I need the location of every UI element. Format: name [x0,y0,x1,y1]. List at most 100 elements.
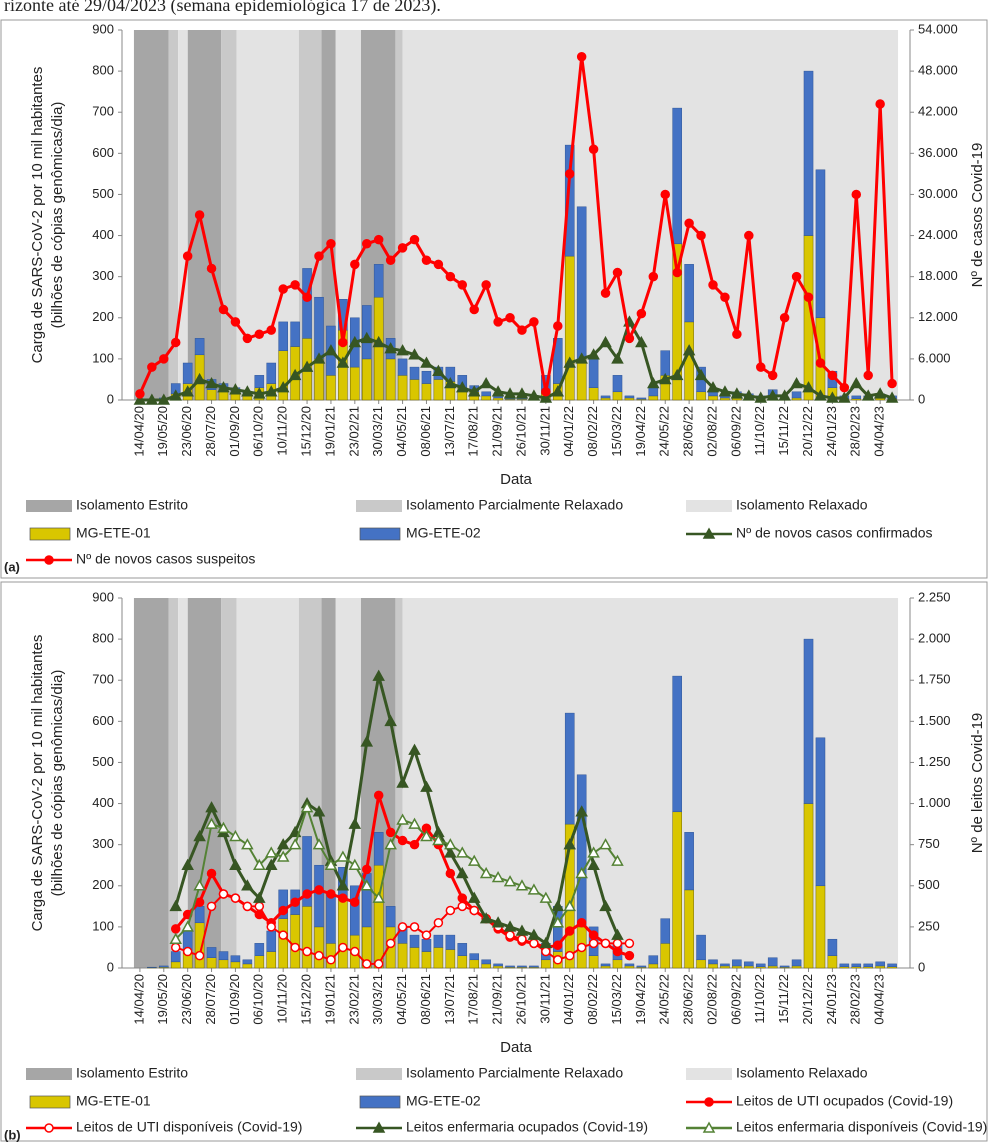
bar [397,358,408,376]
bar [541,959,551,969]
bar [636,397,647,400]
line-marker [467,385,481,397]
line-marker [791,271,802,282]
x-tick-label: 13/07/21 [442,406,457,457]
bar [624,963,635,967]
line-marker [479,866,493,879]
x-tick-label: 28/06/22 [681,406,696,457]
bar [326,893,336,944]
line-marker [505,313,515,323]
line-marker [397,835,408,846]
period-band [236,30,299,400]
line-marker [253,387,266,399]
line-marker [767,370,778,381]
y2-tick-label: 36.000 [918,145,958,160]
bar [553,338,563,384]
x-tick-label: 04/05/21 [394,406,409,457]
bar [564,712,575,825]
line-marker [851,189,862,200]
period-band [395,30,403,400]
line-marker [348,335,362,348]
line-marker [469,304,479,315]
line-marker [503,920,517,932]
line-marker [276,838,290,850]
line-marker [181,385,194,397]
line-marker [802,381,815,393]
line-marker [278,284,288,294]
line-marker [348,817,362,829]
bar [851,963,862,968]
line-marker [385,255,396,265]
line-marker [636,308,647,319]
line-marker [276,850,290,862]
line-marker [875,99,885,109]
y-tick-label: 300 [92,836,114,851]
x-tick-label: 06/10/20 [251,406,266,457]
line-marker [587,348,600,360]
line-marker [600,938,611,949]
line-marker [553,955,563,965]
legend-swatch [26,500,72,512]
x-tick-label: 24/05/22 [657,406,672,457]
bar [182,362,193,384]
bar [326,375,336,401]
legend-swatch [686,500,732,512]
bar [397,943,408,969]
bar [815,169,826,319]
line-marker [241,385,254,397]
x-tick-label: 24/01/23 [824,406,839,457]
x-tick-label: 23/02/21 [346,974,361,1025]
line-marker [373,234,384,245]
line-marker [229,829,242,842]
bar [803,803,814,969]
bar [350,366,360,401]
bar [636,965,647,968]
line-marker [564,169,575,179]
bar [648,963,659,969]
x-tick-label: 20/12/22 [800,406,815,457]
x-tick-label: 01/09/20 [227,406,242,457]
y-tick-label: 100 [92,918,114,933]
x-tick-label: 08/02/22 [585,974,600,1025]
bar [170,951,181,963]
bar [206,957,217,969]
line-marker [708,280,718,290]
line-marker [503,875,517,887]
line-marker [694,368,708,381]
line-marker [276,381,290,393]
x-tick-label: 02/08/22 [704,406,719,457]
line-marker [563,899,577,912]
panel-frame [0,581,988,1142]
line-marker [588,144,599,154]
bar [696,959,706,969]
legend-swatch [26,1068,72,1080]
line-marker [599,838,612,850]
line-marker [635,335,648,348]
line-marker [408,348,421,360]
line-marker [360,331,374,344]
line-marker [564,950,575,961]
line-marker [539,391,553,403]
bar [278,321,288,351]
line-marker [420,829,433,842]
line-marker [515,879,529,891]
line-marker [803,292,814,302]
x-tick-label: 01/09/20 [227,974,242,1025]
bar [314,358,324,401]
bar [588,387,599,401]
legend-label: Leitos enfermaria disponíveis (Covid-19) [736,1119,987,1135]
bar [481,391,491,397]
line-marker [264,846,278,858]
bar [696,934,706,961]
line-marker [170,337,181,348]
panel-label: (a) [4,559,20,574]
x-tick-label: 04/05/21 [394,974,409,1025]
bar [218,959,229,969]
bar [767,965,778,969]
bar [744,965,754,969]
line-marker [373,959,384,969]
line-marker [288,368,302,381]
bar [266,930,277,952]
bar [159,965,169,968]
bar [803,70,814,236]
